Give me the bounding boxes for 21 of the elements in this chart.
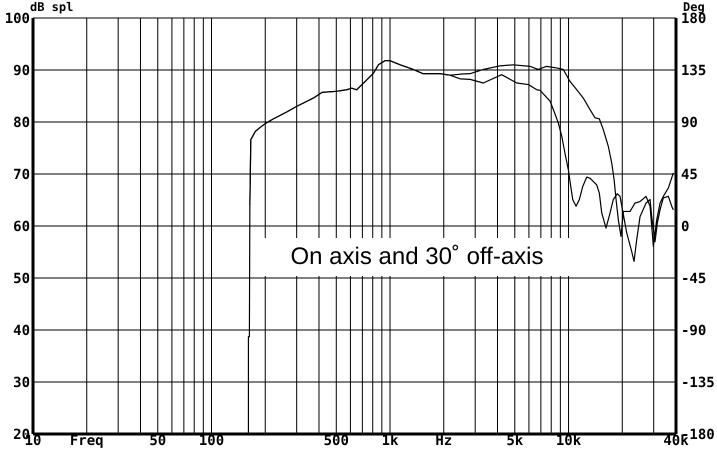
y2-tick-label: -90 xyxy=(681,323,706,339)
y-axis-title: dB spl xyxy=(30,0,74,14)
y-tick-label: 60 xyxy=(13,219,30,235)
y2-tick-label: -45 xyxy=(681,271,706,287)
x-tick-label: Freq xyxy=(70,433,104,449)
y-tick-label: 30 xyxy=(13,375,30,391)
y2-tick-label: 90 xyxy=(681,115,698,131)
y-tick-label: 40 xyxy=(13,323,30,339)
y-tick-label: 90 xyxy=(13,63,30,79)
x-tick-label: Hz xyxy=(435,433,452,449)
y2-tick-label: 45 xyxy=(681,167,698,183)
y2-tick-label: 135 xyxy=(681,63,706,79)
y2-axis-title: Deg xyxy=(683,0,705,14)
y2-tick-label: -135 xyxy=(681,375,715,391)
annotation: On axis and 30˚ off-axis xyxy=(262,238,572,276)
y-tick-label: 50 xyxy=(13,271,30,287)
y-tick-label: 80 xyxy=(13,115,30,131)
y-tick-label: 70 xyxy=(13,167,30,183)
y2-tick-label: 0 xyxy=(681,219,690,235)
y2-tick-label: 180 xyxy=(681,11,706,27)
y-tick-label: 100 xyxy=(4,11,30,27)
